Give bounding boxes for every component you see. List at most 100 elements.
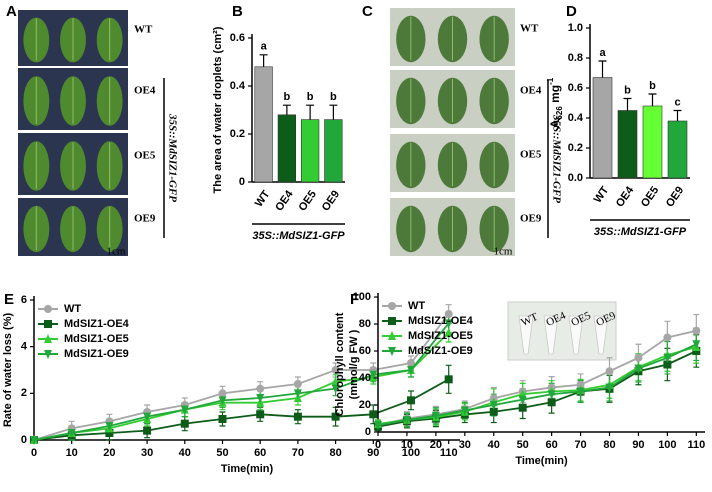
x-tick-label: 60 <box>546 439 558 451</box>
y-tick-label: 1.0 <box>568 22 583 34</box>
x-tick-label: 10 <box>66 447 78 459</box>
marker <box>444 310 453 318</box>
x-axis-label: Time(min) <box>221 463 274 475</box>
x-tick-label: 20 <box>430 439 442 451</box>
marker <box>293 412 302 421</box>
error-bar <box>259 54 268 67</box>
row-label: OE4 <box>134 85 156 97</box>
marker <box>218 389 227 398</box>
x-tick-label: 70 <box>292 447 304 459</box>
y-tick-label: 20 <box>359 399 371 411</box>
y-axis-label: A626 mg-1 <box>546 77 564 128</box>
marker <box>547 398 556 407</box>
y-axis-label: Rate of water loss (%) <box>2 313 14 428</box>
marker <box>518 403 527 412</box>
x-tick-label: 20 <box>103 447 115 459</box>
y-tick-label: 0.6 <box>230 32 245 44</box>
row-label: WT <box>134 24 153 36</box>
panel-letter: D <box>566 3 577 20</box>
bar <box>277 114 297 183</box>
error-bar <box>623 97 632 111</box>
series-line <box>33 332 450 441</box>
x-tick-label: 80 <box>603 439 615 451</box>
marker <box>576 387 585 397</box>
y-tick-label: 80 <box>359 318 371 330</box>
marker <box>143 426 152 435</box>
y-axis-label: Chlorophyll content <box>334 312 346 416</box>
marker <box>293 380 302 388</box>
marker <box>489 401 498 410</box>
y-tick-label: 0 <box>21 434 27 446</box>
marker <box>44 334 52 343</box>
marker <box>634 364 643 374</box>
construct-label: 35S::MdSIZ1-GFP <box>550 114 562 203</box>
x-tick-label: 10 <box>401 439 413 451</box>
sig-letter: b <box>624 84 631 96</box>
marker <box>369 410 378 419</box>
x-axis-label: Time(min) <box>515 455 568 467</box>
marker <box>30 436 38 445</box>
y-tick-label: 0 <box>365 426 371 438</box>
marker <box>406 396 415 405</box>
panel-letter: C <box>362 3 373 20</box>
bar <box>324 119 343 183</box>
series-line <box>33 322 450 441</box>
x-tick-label: 110 <box>687 439 705 451</box>
marker <box>444 375 453 384</box>
marker <box>547 390 556 400</box>
series-line <box>377 329 697 427</box>
y-tick-label: 2 <box>21 387 27 399</box>
x-tick-label: OE9 <box>320 189 342 214</box>
x-tick-label: 100 <box>402 447 420 459</box>
y-tick-label: 0.8 <box>568 52 583 64</box>
marker <box>44 320 52 328</box>
x-tick-label: 0 <box>375 439 381 451</box>
marker <box>402 415 411 425</box>
marker <box>105 429 114 437</box>
error-bar <box>648 93 657 106</box>
error-bar <box>329 104 338 120</box>
x-tick-label: OE4 <box>614 184 637 210</box>
legend-label: MdSIZ1-OE5 <box>64 333 129 345</box>
series-line <box>377 350 697 428</box>
tube <box>518 315 534 355</box>
group-label: 35S::MdSIZ1-GFP <box>594 226 687 238</box>
scale-label: 1cm <box>494 246 513 258</box>
marker <box>489 407 498 416</box>
panel-letter: B <box>232 3 243 20</box>
marker <box>218 415 227 423</box>
x-tick-label: WT <box>592 184 612 205</box>
marker <box>180 405 189 415</box>
y-axis-label: The area of water droplets (cm²) <box>212 26 224 193</box>
x-tick-label: 0 <box>31 447 37 459</box>
panel-letter: A <box>6 3 17 20</box>
bar <box>642 105 663 179</box>
row-label: OE5 <box>134 150 156 162</box>
tube <box>543 315 559 355</box>
sig-letter: a <box>261 41 268 53</box>
row-label: OE5 <box>520 149 542 161</box>
y-tick-label: 0.2 <box>568 142 583 154</box>
sig-letter: b <box>649 80 656 92</box>
x-tick-label: OE5 <box>297 189 319 214</box>
x-tick-label: 50 <box>517 439 529 451</box>
series-line <box>377 343 697 427</box>
marker <box>576 380 585 389</box>
y-tick-label: 0.2 <box>230 128 245 140</box>
series-line <box>33 378 450 441</box>
y-tick-label: 6 <box>21 294 27 306</box>
x-tick-label: 100 <box>658 439 676 451</box>
x-tick-label: 30 <box>459 439 471 451</box>
panel-letter: E <box>4 291 14 308</box>
series-line <box>377 346 697 425</box>
marker <box>388 347 396 356</box>
y-tick-label: 0.0 <box>568 172 583 184</box>
legend-label: MdSIZ1-OE4 <box>64 318 130 330</box>
bar <box>667 120 688 179</box>
tube <box>593 315 609 355</box>
error-bar <box>598 60 607 78</box>
group-label: 35S::MdSIZ1-GFP <box>252 230 345 242</box>
marker <box>406 366 415 375</box>
series-line <box>33 313 450 441</box>
